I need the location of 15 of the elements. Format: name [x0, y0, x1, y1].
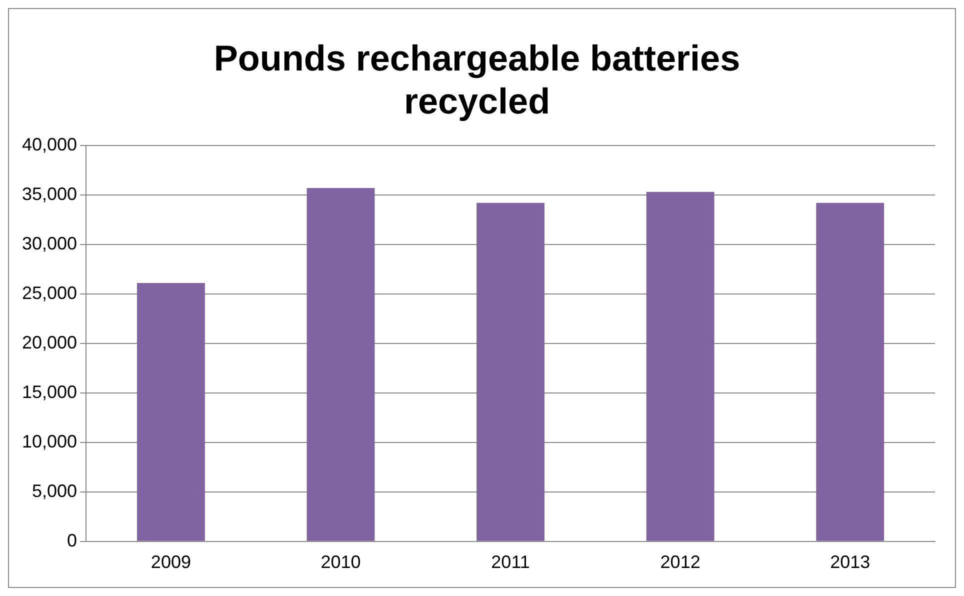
y-tick-label: 35,000 — [22, 184, 78, 204]
y-tick-label: 0 — [67, 530, 78, 550]
x-tick-label: 2013 — [830, 552, 870, 572]
y-tick-label: 30,000 — [22, 233, 78, 254]
y-tick-label: 20,000 — [22, 332, 78, 352]
y-tick-label: 40,000 — [22, 134, 78, 154]
y-tick-label: 15,000 — [22, 382, 78, 402]
x-tick-label: 2012 — [660, 552, 700, 572]
y-tick-label: 25,000 — [22, 282, 78, 303]
chart-title: Pounds rechargeable batteries recycled — [214, 38, 740, 122]
x-tick-label: 2011 — [491, 552, 530, 572]
x-tick-label: 2010 — [320, 552, 361, 572]
x-tick-label: 2009 — [150, 552, 191, 572]
y-tick-label: 5,000 — [32, 480, 78, 501]
y-tick-label: 10,000 — [22, 431, 78, 452]
